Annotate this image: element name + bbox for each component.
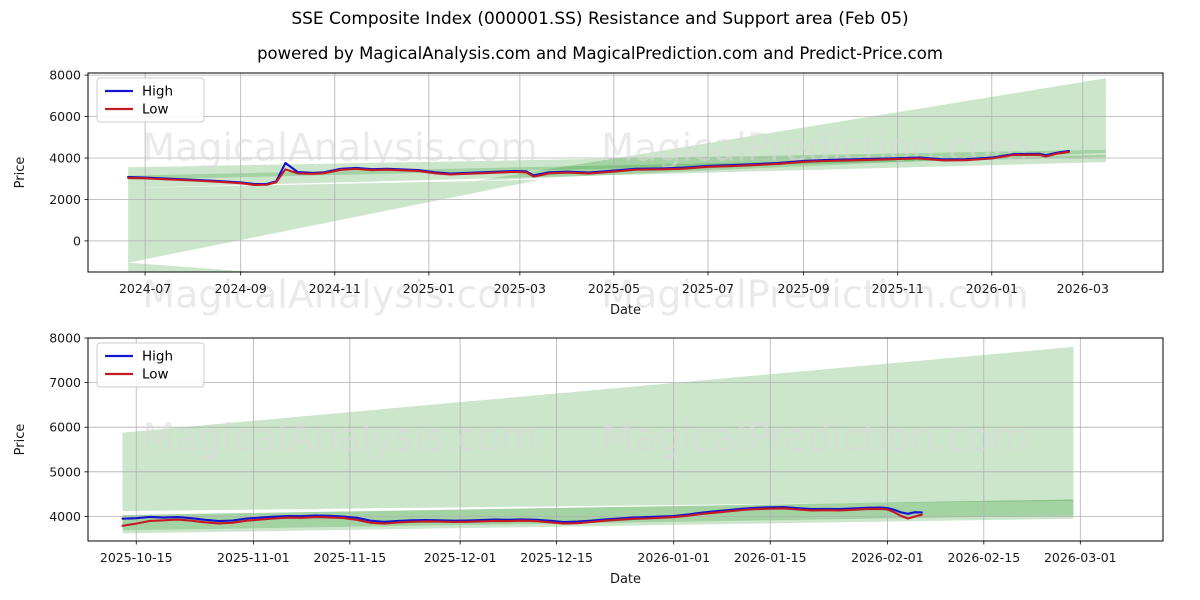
legend-box [96, 342, 205, 388]
x-tick-label: 2024-11 [309, 281, 361, 296]
band-support-band-b [122, 499, 1074, 531]
watermark-magicalanalysis: MagicalAnalysis.com [142, 416, 537, 460]
legend: High Low [96, 342, 205, 388]
low-line [121, 507, 923, 527]
price-chart-full: 2024-07 2024-09 2024-11 2025-01 2025-03 2025-… [13, 68, 1164, 318]
chart-title: SSE Composite Index (000001.SS) Resistan… [291, 9, 909, 29]
y-tick-label: 8000 [49, 331, 81, 346]
x-tick-label: 2026-01-01 [637, 550, 710, 565]
low-line [127, 150, 1070, 186]
y-tick-label: 8000 [49, 68, 81, 83]
x-tick-label: 2026-03 [1057, 281, 1109, 296]
y-tick-label: 6000 [49, 420, 81, 435]
x-axis-label: Date [610, 303, 641, 318]
chart-subtitle: powered by MagicalAnalysis.com and Magic… [257, 44, 943, 63]
x-tick-label: 2025-11 [872, 281, 924, 296]
x-tick-label: 2025-12-15 [520, 550, 593, 565]
watermark-magicalanalysis: MagicalAnalysis.com [142, 273, 537, 317]
legend-box [96, 77, 205, 123]
price-chart-recent-background [88, 337, 1163, 541]
legend-label-high: High [142, 349, 173, 365]
y-tick-label: 0 [73, 233, 81, 248]
y-tick-label: 4000 [49, 150, 81, 165]
x-tick-label: 2026-01-15 [734, 550, 807, 565]
band-resistance-fan-main [122, 346, 1074, 512]
y-tick-label: 4000 [49, 509, 81, 524]
band-support-fan-left [128, 179, 540, 263]
x-tick-label: 2026-03-01 [1044, 550, 1117, 565]
x-tick-label: 2026-02-01 [851, 550, 924, 565]
x-tick-label: 2025-10-15 [100, 550, 173, 565]
y-axis-label: Price [13, 157, 28, 189]
y-tick-label: 2000 [49, 192, 81, 207]
plot-border [87, 72, 1164, 273]
legend-label-low: Low [142, 102, 169, 118]
high-line [121, 506, 923, 524]
x-tick-label: 2025-11-15 [314, 550, 387, 565]
band-resistance-band-historical [128, 149, 1106, 180]
x-tick-label: 2025-03 [494, 281, 546, 296]
watermark-magicalprediction: MagicalPrediction.com [601, 273, 1029, 317]
y-tick-label: 6000 [49, 109, 81, 124]
watermark-magicalanalysis: MagicalAnalysis.com [142, 126, 537, 170]
x-tick-label: 2025-11-01 [217, 550, 290, 565]
x-tick-label: 2025-07 [682, 281, 734, 296]
y-tick-label: 7000 [49, 375, 81, 390]
x-tick-label: 2026-01 [966, 281, 1018, 296]
x-tick-label: 2025-12-01 [424, 550, 497, 565]
y-tick-label: 5000 [49, 464, 81, 479]
x-tick-label: 2024-07 [119, 281, 171, 296]
x-tick-label: 2025-01 [403, 281, 455, 296]
plot-border [87, 337, 1164, 542]
watermark-layer: MagicalAnalysis.com MagicalPrediction.com… [142, 126, 1028, 460]
price-chart-recent: 2025-10-15 2025-11-01 2025-11-15 2025-12-01… [13, 331, 1164, 587]
band-resistance-fan-future [476, 78, 1106, 181]
band-support-fan-left-corner [128, 262, 255, 272]
watermark-magicalprediction: MagicalPrediction.com [601, 416, 1029, 460]
legend-label-high: High [142, 84, 173, 100]
x-tick-label: 2025-05 [588, 281, 640, 296]
price-chart-full-background [88, 73, 1163, 272]
x-tick-label: 2026-02-15 [948, 550, 1021, 565]
x-axis-label: Date [610, 572, 641, 587]
y-axis-label: Price [13, 424, 28, 456]
legend-label-low: Low [142, 367, 169, 383]
legend: High Low [96, 77, 205, 123]
watermark-magicalprediction: MagicalPrediction.com [601, 126, 1029, 170]
x-tick-label: 2025-09 [778, 281, 830, 296]
x-tick-label: 2024-09 [215, 281, 267, 296]
